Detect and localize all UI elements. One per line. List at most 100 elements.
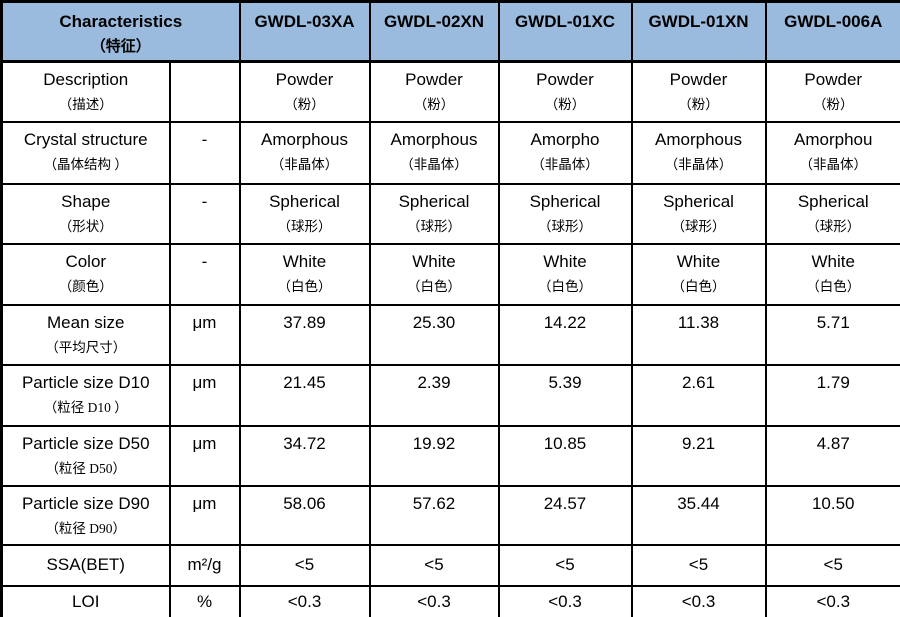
table-row: Crystal structure （晶体结构 ） - Amorphous （非晶体） A… xyxy=(0,120,900,185)
value-cell: 9.21 xyxy=(630,424,767,487)
row-unit: - xyxy=(201,251,208,271)
value-text: 2.39 xyxy=(417,372,451,392)
row-label-cell: LOI xyxy=(0,584,171,617)
row-unit: μm xyxy=(192,433,217,453)
value-text: White xyxy=(543,251,587,271)
row-unit-cell: μm xyxy=(168,484,241,546)
row-label-cell: Particle size D50 （粒径 D50） xyxy=(0,424,171,487)
table-body: Description （描述） Powder （粉） Powder （粉） Powder （… xyxy=(0,60,900,617)
row-label: Mean size xyxy=(47,312,125,332)
value-cell: <0.3 xyxy=(630,584,767,617)
value-cell: Spherical （球形） xyxy=(630,182,767,245)
value-cell: Amorphous （非晶体） xyxy=(368,120,500,185)
value-cell: Spherical （球形） xyxy=(497,182,633,245)
row-unit-cell: μm xyxy=(168,363,241,427)
row-label-zh: （描述） xyxy=(58,97,113,112)
value-cell: Amorpho （非晶体） xyxy=(497,120,633,185)
value-cell: Amorphou （非晶体） xyxy=(764,120,900,185)
value-cell: Spherical （球形） xyxy=(764,182,900,245)
row-unit: % xyxy=(196,591,213,611)
value-text: 25.30 xyxy=(412,312,456,332)
row-label-cell: Particle size D90 （粒径 D90） xyxy=(0,484,171,546)
table-row: Shape （形状） - Spherical （球形） Spherical （球形） Sphe… xyxy=(0,182,900,245)
value-text: <5 xyxy=(555,554,575,574)
value-text: Amorphou xyxy=(794,129,873,149)
value-text-zh: （白色） xyxy=(277,278,332,294)
value-cell: Powder （粉） xyxy=(764,60,900,123)
value-text: 4.87 xyxy=(816,433,850,453)
row-unit-cell: - xyxy=(168,182,241,245)
value-cell: <5 xyxy=(497,543,633,587)
value-text: 5.71 xyxy=(816,312,850,332)
characteristics-label: Characteristics xyxy=(59,12,183,31)
value-text: Powder xyxy=(536,70,594,89)
value-cell: 35.44 xyxy=(630,484,767,546)
value-text: White xyxy=(412,251,456,271)
characteristics-header-cell: Characteristics （特征） xyxy=(0,0,241,63)
value-cell: Amorphous （非晶体） xyxy=(630,120,767,185)
value-cell: <5 xyxy=(764,543,900,587)
row-label-zh: （形状） xyxy=(58,218,113,234)
value-cell: 24.57 xyxy=(497,484,633,546)
value-text: 57.62 xyxy=(412,493,456,513)
product-name: GWDL-01XC xyxy=(514,12,616,31)
row-label-cell: Color （颜色） xyxy=(0,242,171,306)
value-text-zh: （白色） xyxy=(806,278,861,294)
value-cell: <5 xyxy=(368,543,500,587)
value-text: Powder xyxy=(804,70,863,89)
row-unit-cell: - xyxy=(168,242,241,306)
value-text: White xyxy=(282,251,327,271)
table-row: Particle size D50 （粒径 D50） μm 34.72 19.92 10.… xyxy=(0,424,900,487)
value-text: 9.21 xyxy=(681,433,716,453)
value-text: 1.79 xyxy=(816,372,850,392)
value-text: 5.39 xyxy=(548,372,582,392)
product-name: GWDL-03XA xyxy=(254,12,355,31)
value-cell: 58.06 xyxy=(238,484,371,546)
value-text: 35.44 xyxy=(677,493,720,513)
row-unit: m²/g xyxy=(187,554,222,574)
product-column-header: GWDL-01XN xyxy=(630,0,767,63)
value-cell: 21.45 xyxy=(238,363,371,427)
value-text: Amorpho xyxy=(530,129,600,149)
row-label-zh: （粒径 D90） xyxy=(45,520,127,536)
value-text-zh: （白色） xyxy=(671,278,726,294)
value-text: Powder xyxy=(275,70,334,89)
table-row: SSA(BET) m²/g <5 <5 <5 <5 <5 xyxy=(0,543,900,587)
value-text: 21.45 xyxy=(283,372,326,392)
row-unit: μm xyxy=(192,312,217,332)
product-name: GWDL-02XN xyxy=(383,12,485,31)
value-cell: 4.87 xyxy=(764,424,900,487)
value-text: Spherical xyxy=(529,191,601,211)
row-unit-cell: μm xyxy=(168,424,241,487)
value-text-zh: （球形） xyxy=(277,218,332,234)
value-text-zh: （粉） xyxy=(813,97,854,112)
row-label-zh: （粒径 D10 ） xyxy=(43,399,128,415)
value-text: White xyxy=(676,251,721,271)
product-name: GWDL-006A xyxy=(784,12,883,31)
value-text: Amorphous xyxy=(390,129,478,149)
value-text: <0.3 xyxy=(287,591,322,611)
value-text: <5 xyxy=(688,554,709,574)
row-label: SSA(BET) xyxy=(46,554,125,574)
value-cell: White （白色） xyxy=(368,242,500,306)
value-cell: <0.3 xyxy=(368,584,500,617)
row-unit-cell: μm xyxy=(168,303,241,366)
value-cell: <0.3 xyxy=(497,584,633,617)
value-cell: Amorphous （非晶体） xyxy=(238,120,371,185)
value-text-zh: （粉） xyxy=(544,97,586,112)
value-text-zh: （粉） xyxy=(413,97,455,112)
value-text: Amorphous xyxy=(655,129,742,149)
value-cell: 5.39 xyxy=(497,363,633,427)
value-text-zh: （球形） xyxy=(806,218,861,234)
value-cell: <0.3 xyxy=(238,584,371,617)
value-text: <5 xyxy=(424,554,444,574)
product-column-header: GWDL-02XN xyxy=(368,0,500,63)
value-cell: 57.62 xyxy=(368,484,500,546)
header-row: Characteristics （特征） GWDL-03XA GWDL-02XN… xyxy=(0,0,900,63)
value-cell: Spherical （球形） xyxy=(368,182,500,245)
value-cell: <0.3 xyxy=(764,584,900,617)
product-column-header: GWDL-03XA xyxy=(238,0,371,63)
value-text-zh: （粉） xyxy=(678,97,719,112)
row-unit-cell xyxy=(168,60,241,123)
